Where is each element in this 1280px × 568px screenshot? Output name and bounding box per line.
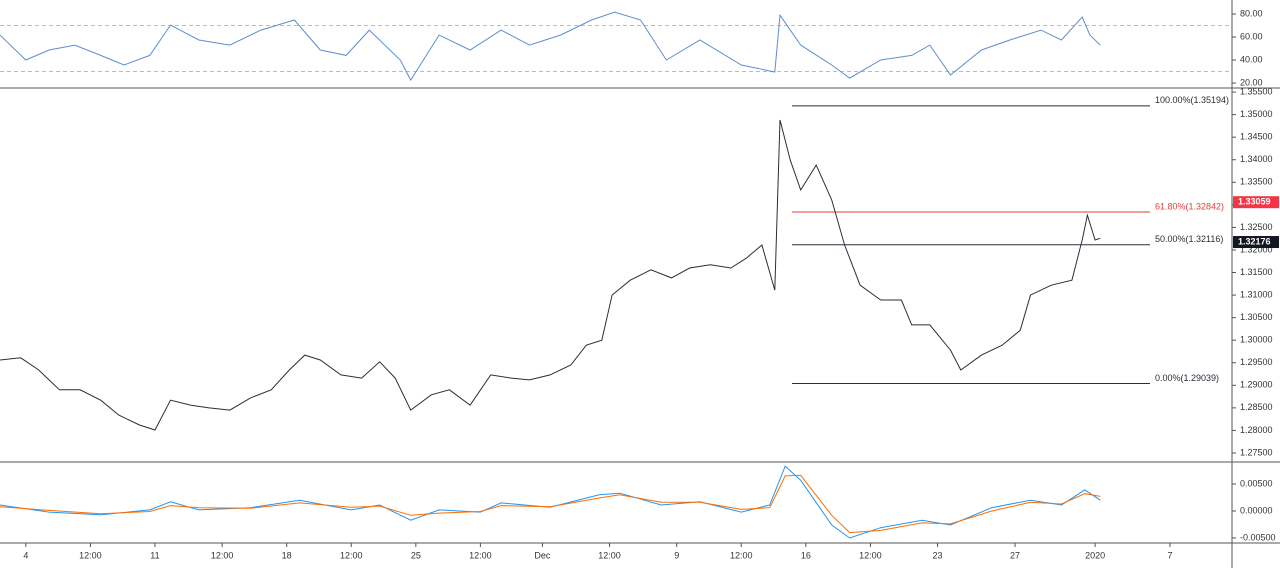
x-tick-label: 25 — [411, 550, 421, 560]
y-tick-label: 1.30500 — [1240, 312, 1273, 322]
y-tick-label: 20.00 — [1240, 77, 1263, 87]
x-tick-label: 27 — [1010, 550, 1020, 560]
y-tick-label: 1.35500 — [1240, 86, 1273, 96]
fib-label: 0.00%(1.29039) — [1155, 373, 1219, 383]
fib-label: 100.00%(1.35194) — [1155, 95, 1229, 105]
series-line — [0, 11, 1101, 82]
x-tick-label: 9 — [674, 550, 679, 560]
x-tick-label: 12:00 — [340, 550, 363, 560]
y-tick-label: 1.28500 — [1240, 402, 1273, 412]
price-tag — [1233, 196, 1279, 209]
y-tick-label: 1.27500 — [1240, 447, 1273, 457]
x-tick-label: 12:00 — [211, 550, 234, 560]
x-tick-label: 4 — [23, 550, 28, 560]
fib-label: 61.80%(1.32842) — [1155, 201, 1224, 211]
series-line — [0, 474, 1101, 534]
x-tick-label: 11 — [150, 550, 159, 560]
series-line — [0, 119, 1101, 431]
fib-label: 50.00%(1.32116) — [1155, 234, 1223, 244]
x-tick-label: 12:00 — [469, 550, 492, 560]
x-tick-label: 12:00 — [730, 550, 753, 560]
y-tick-label: 1.31500 — [1240, 267, 1273, 277]
price-tag-label: 1.32176 — [1238, 236, 1271, 246]
y-tick-label: 1.31000 — [1240, 289, 1273, 299]
y-tick-label: 1.34000 — [1240, 154, 1273, 164]
x-tick-label: 12:00 — [598, 550, 621, 560]
price-tag — [1233, 236, 1279, 249]
y-tick-label: 1.29500 — [1240, 357, 1273, 367]
y-tick-label: 0.00500 — [1240, 478, 1273, 488]
y-tick-label: 1.30000 — [1240, 335, 1273, 345]
y-tick-label: 1.29000 — [1240, 380, 1273, 390]
x-tick-label: 12:00 — [859, 550, 882, 560]
y-tick-label: 40.00 — [1240, 54, 1263, 64]
x-tick-label: Dec — [534, 550, 551, 560]
y-tick-label: 80.00 — [1240, 8, 1263, 18]
y-tick-label: 1.34500 — [1240, 132, 1273, 142]
x-tick-label: 16 — [801, 550, 811, 560]
x-tick-label: 18 — [282, 550, 292, 560]
x-tick-label: 7 — [1168, 550, 1173, 560]
y-tick-label: 1.28000 — [1240, 425, 1273, 435]
x-tick-label: 23 — [933, 550, 943, 560]
y-tick-label: 0.00000 — [1240, 505, 1273, 515]
y-tick-label: -0.00500 — [1240, 532, 1276, 542]
y-tick-label: 1.32500 — [1240, 222, 1273, 232]
x-tick-label: 2020 — [1085, 550, 1105, 560]
y-tick-label: 1.32000 — [1240, 244, 1273, 254]
y-tick-label: 1.33500 — [1240, 177, 1273, 187]
y-tick-label: 60.00 — [1240, 31, 1263, 41]
price-tag-label: 1.33059 — [1238, 197, 1271, 207]
x-tick-label: 12:00 — [79, 550, 102, 560]
y-tick-label: 1.35000 — [1240, 109, 1273, 119]
